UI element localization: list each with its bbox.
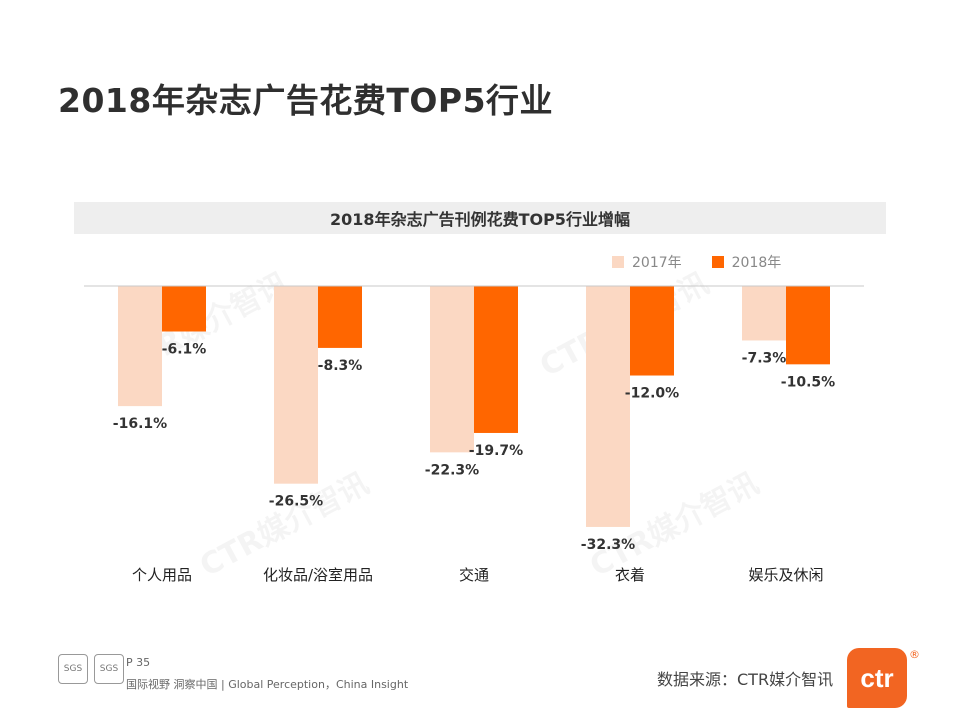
bar-2018-4 <box>786 286 830 365</box>
certification-badge-icon: SGS <box>94 654 124 684</box>
page-title: 2018年杂志广告花费TOP5行业 <box>58 81 554 120</box>
data-label-2018-4: -10.5% <box>781 374 835 390</box>
bar-2018-1 <box>318 286 362 348</box>
chart-title: 2018年杂志广告刊例花费TOP5行业增幅 <box>74 202 886 234</box>
bar-2017-3 <box>586 286 630 527</box>
certification-badge-icon: SGS <box>58 654 88 684</box>
certification-badges: SGS SGS <box>58 654 124 684</box>
page-number: P 35 <box>126 656 151 669</box>
data-label-2018-2: -19.7% <box>469 443 523 459</box>
ctr-logo: ctr <box>847 648 907 708</box>
footer-slogan: 国际视野 洞察中国 | Global Perception，China Insi… <box>126 678 409 691</box>
bar-2017-2 <box>430 286 474 453</box>
legend-swatch-2017 <box>612 256 624 268</box>
data-label-2017-3: -32.3% <box>581 537 635 553</box>
bar-2018-0 <box>162 286 206 332</box>
data-label-2018-0: -6.1% <box>162 342 207 358</box>
legend-label-2017: 2017年 <box>632 255 682 271</box>
category-label-1: 化妆品/浴室用品 <box>263 566 373 584</box>
data-source: 数据来源：CTR媒介智讯 <box>657 670 834 689</box>
bar-chart: -16.1% -6.1% 个人用品 -26.5% -8.3% 化妆品/浴室用品 -22.3%… <box>84 285 864 584</box>
category-label-3: 衣着 <box>615 566 645 584</box>
data-label-2018-3: -12.0% <box>625 386 679 402</box>
data-label-2017-1: -26.5% <box>269 494 323 510</box>
data-label-2017-4: -7.3% <box>742 350 787 366</box>
legend-label-2018: 2018年 <box>731 255 782 271</box>
legend-item-2018: 2018年 <box>711 252 782 272</box>
bar-2018-2 <box>474 286 518 433</box>
bar-2018-3 <box>630 286 674 376</box>
category-label-2: 交通 <box>459 566 489 584</box>
data-label-2017-0: -16.1% <box>113 416 167 432</box>
data-label-2017-2: -22.3% <box>425 462 479 478</box>
bar-2017-1 <box>274 286 318 484</box>
legend-swatch-2018 <box>711 256 724 268</box>
category-label-4: 娱乐及休闲 <box>748 566 823 584</box>
legend-item-2017: 2017年 <box>612 252 682 272</box>
bar-2017-0 <box>118 286 162 407</box>
chart-legend: 2017年 2018年 <box>612 252 781 272</box>
registered-mark: ® <box>909 648 920 661</box>
category-label-0: 个人用品 <box>132 566 192 584</box>
data-label-2018-1: -8.3% <box>318 358 363 374</box>
bar-2017-4 <box>742 286 786 341</box>
